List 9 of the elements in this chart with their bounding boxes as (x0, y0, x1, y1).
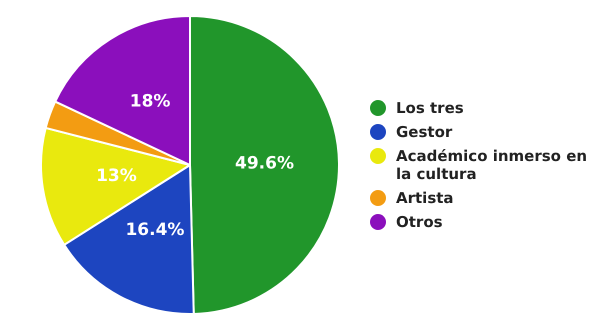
legend-label: Los tres (396, 99, 464, 117)
legend-label: Académico inmerso en la cultura (396, 147, 588, 183)
data-label: 16.4% (125, 220, 184, 240)
data-label: 18% (130, 92, 170, 112)
data-label: 49.6% (235, 153, 294, 174)
legend-label: Artista (396, 189, 454, 207)
data-label: 13% (96, 166, 137, 186)
legend-label: Otros (396, 213, 443, 231)
legend-label: Gestor (396, 123, 452, 141)
